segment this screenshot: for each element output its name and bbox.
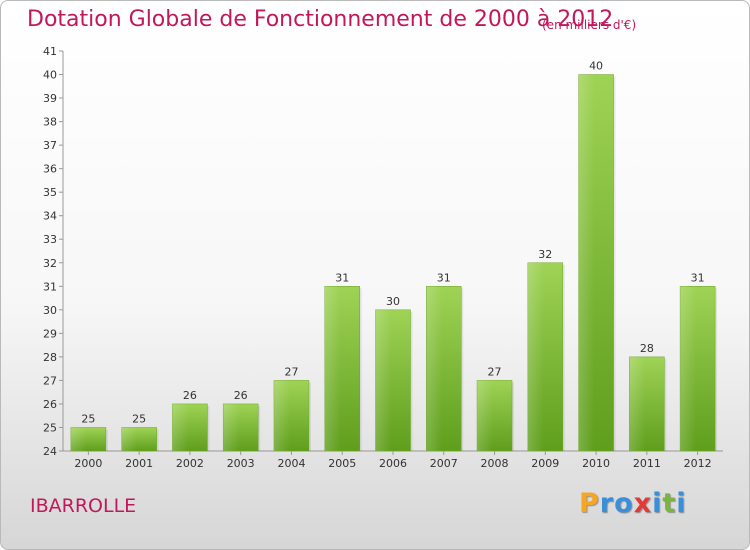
logo-letter: r — [599, 488, 615, 519]
data-label: 31 — [335, 271, 349, 284]
logo-letter: o — [614, 488, 634, 519]
y-tick-label: 33 — [43, 233, 57, 246]
bar-highlight — [680, 286, 696, 451]
x-tick-label: 2008 — [481, 457, 509, 470]
data-label: 28 — [640, 342, 654, 355]
bar-highlight — [121, 427, 138, 451]
logo-letter: i — [676, 488, 687, 519]
bar-highlight — [375, 309, 392, 451]
logo-letter: P — [579, 488, 600, 519]
data-label: 40 — [589, 60, 603, 73]
y-tick-label: 32 — [43, 257, 57, 270]
data-label: 25 — [132, 412, 146, 425]
data-label: 25 — [81, 412, 95, 425]
y-tick-label: 26 — [43, 398, 57, 411]
y-tick-label: 31 — [43, 280, 57, 293]
logo-letter: i — [652, 488, 663, 519]
x-tick-label: 2000 — [74, 457, 102, 470]
bar-highlight — [527, 262, 544, 451]
y-tick-label: 40 — [43, 69, 57, 82]
y-tick-label: 29 — [43, 327, 57, 340]
chart-title: Dotation Globale de Fonctionnement de 20… — [27, 7, 614, 32]
x-tick-label: 2007 — [430, 457, 458, 470]
bars: 25 25 26 26 27 31 30 31 27 32 40 28 31 — [70, 60, 718, 452]
x-tick-label: 2001 — [125, 457, 153, 470]
data-label: 31 — [691, 271, 705, 284]
data-label: 26 — [183, 389, 197, 402]
y-tick-label: 27 — [43, 374, 57, 387]
logo-letter: t — [662, 488, 677, 519]
x-tick-label: 2003 — [227, 457, 255, 470]
y-tick-label: 35 — [43, 186, 57, 199]
y-tick-label: 37 — [43, 139, 57, 152]
y-tick-label: 36 — [43, 163, 57, 176]
data-label: 26 — [234, 389, 248, 402]
bar-highlight — [223, 403, 239, 451]
commune-name: IBARROLLE — [30, 495, 137, 517]
y-tick-label: 25 — [43, 421, 57, 434]
x-tick-label: 2002 — [176, 457, 204, 470]
bar-highlight — [477, 380, 493, 451]
bar-highlight — [629, 356, 646, 451]
x-tick-label: 2005 — [328, 457, 356, 470]
data-label: 32 — [538, 248, 552, 261]
bar-highlight — [426, 286, 443, 451]
y-tick-label: 39 — [43, 92, 57, 105]
bar-highlight — [172, 403, 189, 451]
logo-letter: x — [633, 488, 653, 519]
bar-highlight — [273, 380, 290, 451]
y-tick-label: 30 — [43, 304, 57, 317]
data-label: 27 — [284, 365, 298, 378]
y-tick-label: 34 — [43, 210, 57, 223]
y-tick-label: 41 — [43, 45, 57, 58]
x-tick-label: 2006 — [379, 457, 407, 470]
data-label: 27 — [488, 365, 502, 378]
data-label: 30 — [386, 295, 400, 308]
axes: 24 25 26 27 28 29 30 31 32 33 34 35 36 37 38 39 40 41 — [43, 45, 723, 458]
x-tick-label: 2011 — [633, 457, 661, 470]
proxiti-logo: Proxiti — [579, 488, 687, 519]
bar-highlight — [578, 74, 595, 451]
bar-highlight — [324, 286, 341, 451]
x-tick-label: 2010 — [582, 457, 610, 470]
x-tick-label: 2004 — [277, 457, 305, 470]
x-tick-label: 2009 — [531, 457, 559, 470]
chart-unit: (en milliers d'€) — [542, 18, 637, 32]
x-tick-labels: 2000 2001 2002 2003 2004 2005 2006 2007 2008 2009… — [74, 451, 712, 470]
y-tick-label: 24 — [43, 445, 57, 458]
data-label: 31 — [437, 271, 451, 284]
y-tick-label: 28 — [43, 351, 57, 364]
x-tick-label: 2012 — [684, 457, 712, 470]
y-tick-label: 38 — [43, 116, 57, 129]
bar-highlight — [70, 427, 87, 451]
